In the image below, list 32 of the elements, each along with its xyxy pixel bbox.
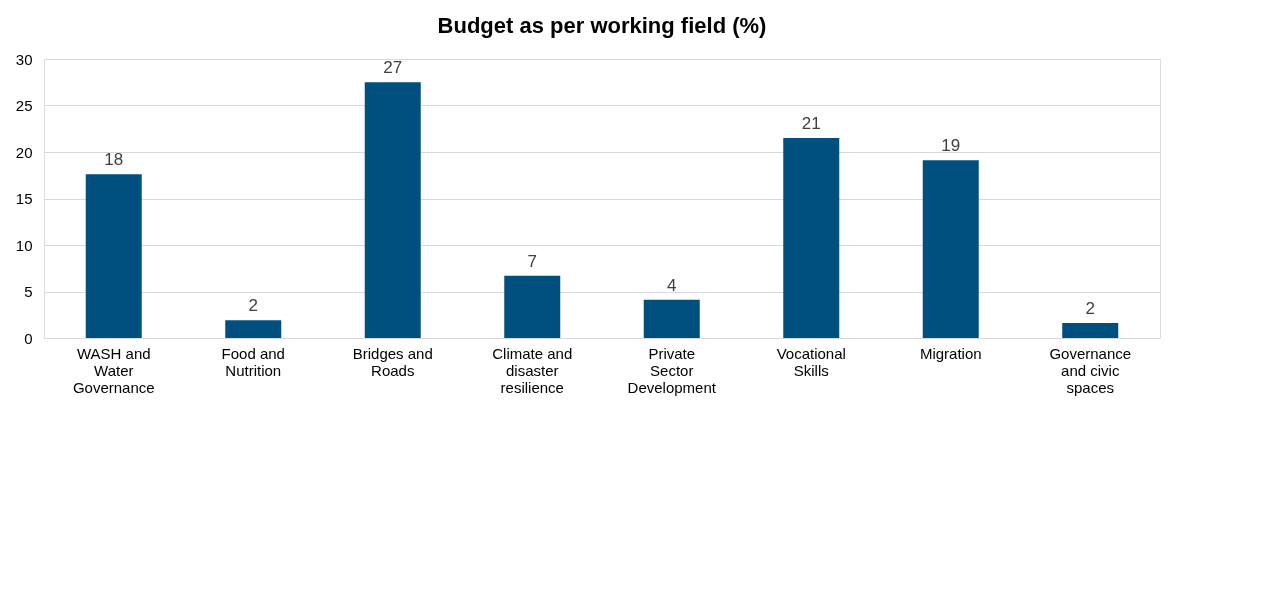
- bar: [783, 138, 840, 338]
- y-tick-label: 15: [15, 190, 33, 207]
- x-tick-label: Vocational Skills: [776, 344, 846, 379]
- data-label: 18: [104, 150, 124, 170]
- x-tick-label: Governance and civic spaces: [1049, 344, 1132, 396]
- y-tick-label: 25: [15, 97, 33, 114]
- x-tick-label: Private Sector Development: [627, 344, 717, 396]
- bar: [643, 299, 700, 338]
- y-tick-label: 5: [24, 283, 33, 300]
- x-tick-label: WASH and Water Governance: [72, 344, 155, 396]
- x-tick-label: Food and Nutrition: [221, 344, 285, 379]
- data-label: 19: [941, 136, 961, 156]
- chart-title: Budget as per working field (%): [437, 13, 767, 38]
- bar: [922, 160, 979, 338]
- y-tick-label: 20: [15, 143, 33, 161]
- data-label: 2: [248, 296, 258, 316]
- y-tick-label: 30: [15, 50, 33, 68]
- bar: [225, 320, 282, 338]
- bar: [85, 174, 142, 338]
- y-tick-label: 0: [24, 329, 33, 347]
- x-tick-label: Migration: [919, 344, 982, 362]
- data-label: 27: [383, 58, 403, 78]
- data-label: 21: [801, 114, 821, 134]
- x-tick-label: Bridges and Roads: [352, 344, 433, 379]
- data-label: 7: [527, 251, 537, 271]
- bar: [504, 275, 561, 338]
- data-label: 4: [667, 275, 677, 295]
- bar: [1062, 323, 1119, 338]
- y-tick-label: 10: [15, 236, 33, 254]
- bar: [364, 82, 421, 338]
- x-tick-label: Climate and disaster resilience: [492, 344, 573, 396]
- data-label: 2: [1085, 299, 1095, 319]
